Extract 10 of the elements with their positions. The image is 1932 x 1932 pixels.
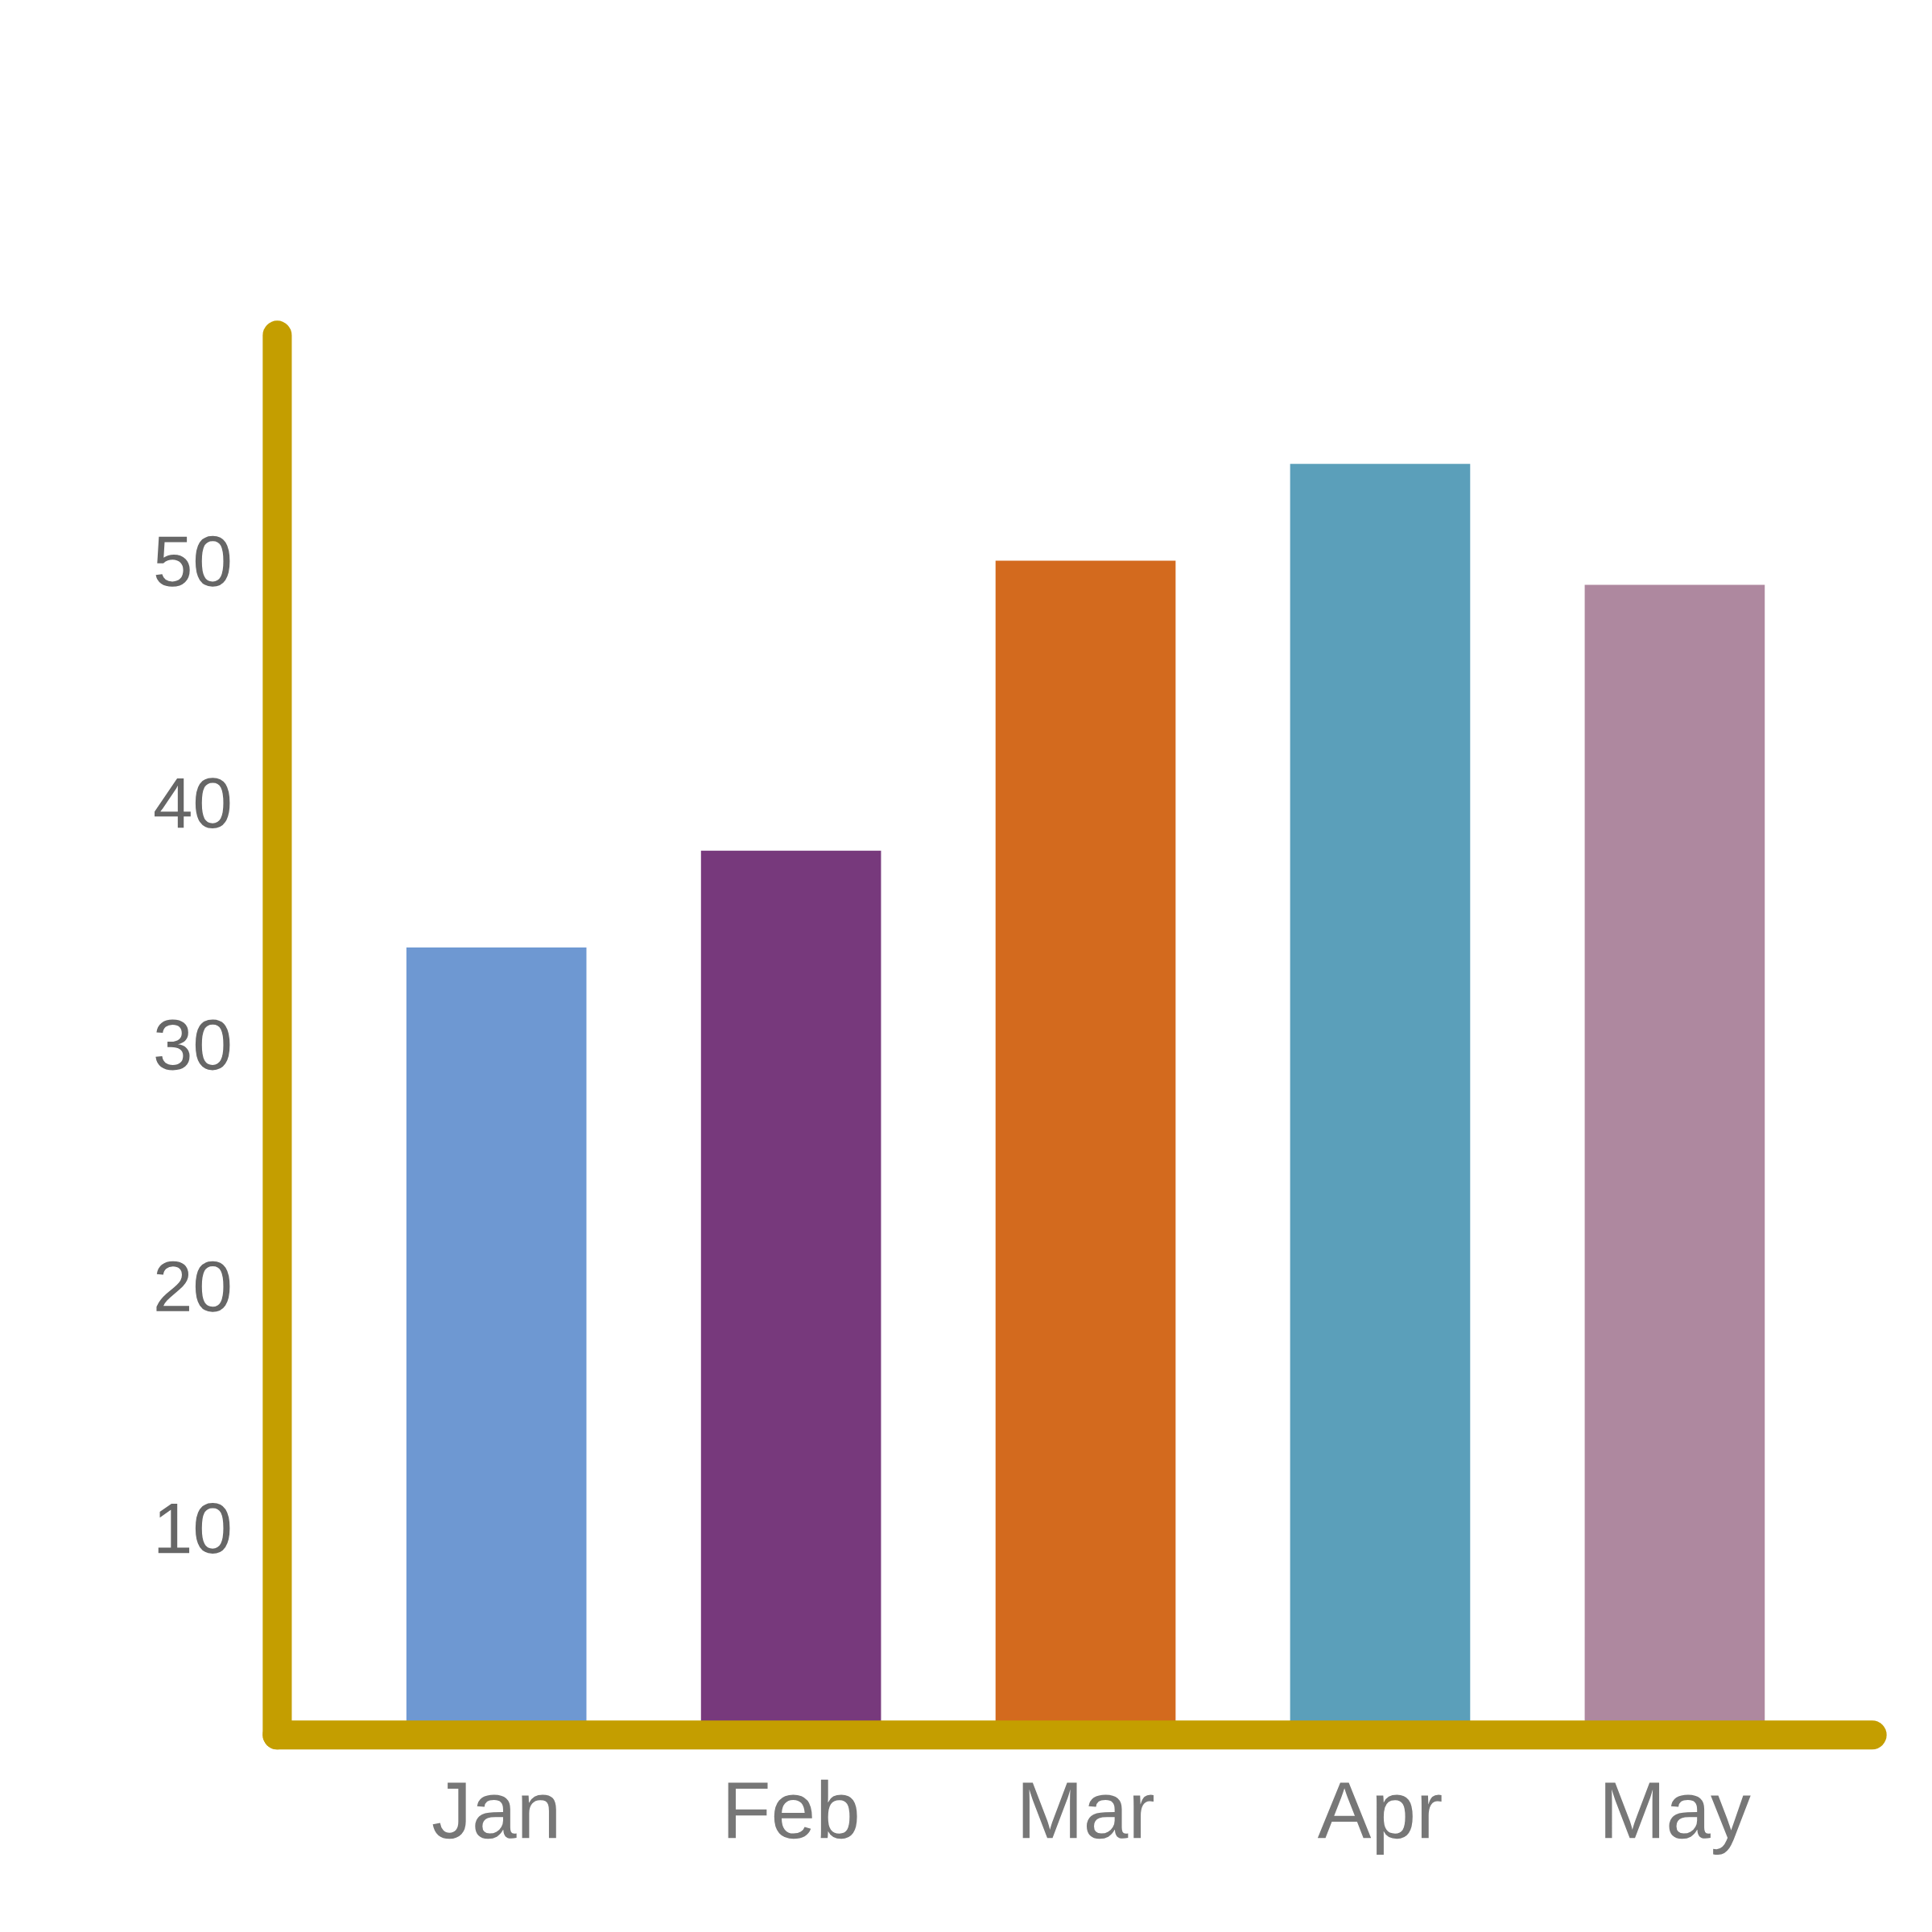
x-tick-label: Feb — [728, 1779, 857, 1839]
y-tick-label: 40 — [155, 778, 230, 829]
y-tick-label: 30 — [155, 1019, 230, 1071]
x-tick-label: Jan — [432, 1782, 556, 1839]
y-tick-label: 50 — [155, 535, 230, 587]
x-tick-label: Apr — [1317, 1782, 1442, 1855]
x-tick-label: Mar — [1022, 1782, 1154, 1839]
y-tick-label: 20 — [156, 1261, 230, 1312]
y-tick-label: 10 — [158, 1503, 230, 1554]
x-tick-label: May — [1605, 1782, 1751, 1855]
